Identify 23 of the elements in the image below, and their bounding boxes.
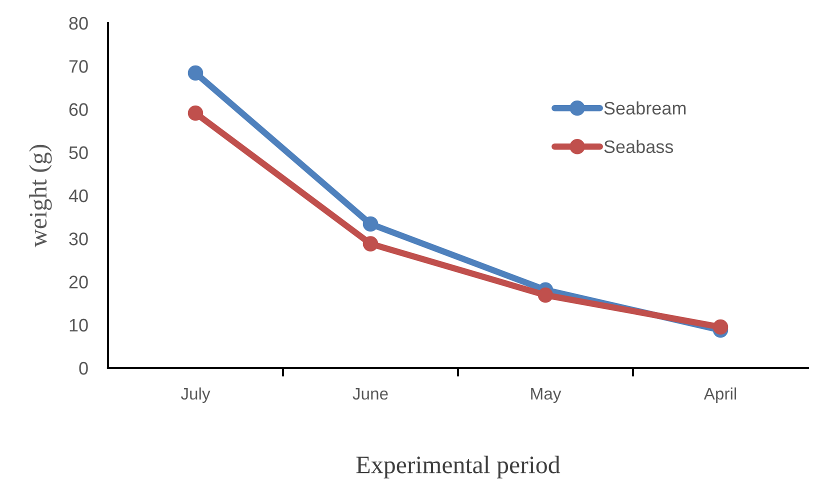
point [188, 65, 204, 81]
point [362, 236, 378, 252]
point [362, 216, 378, 232]
y-tick-label: 60 [69, 103, 88, 116]
x-tick-label: May [531, 388, 562, 403]
y-tick-label: 20 [69, 276, 88, 288]
point [712, 319, 728, 335]
x-tick-label: July [180, 387, 210, 403]
y-tick-label: 40 [68, 189, 88, 202]
y-tick-label: 50 [69, 146, 88, 160]
legend-label: Seabream [604, 101, 686, 115]
point [188, 105, 204, 121]
legend-label: Seabass [604, 140, 674, 154]
y-tick-label: 70 [69, 60, 88, 73]
y-tick-label: 30 [69, 232, 88, 246]
point [538, 287, 554, 303]
y-axis-title: weight (g) [29, 144, 52, 248]
x-tick-label: June [352, 388, 388, 400]
x-tick-label: April [704, 387, 736, 403]
y-tick-label: 80 [69, 16, 88, 30]
y-tick-label: 10 [70, 318, 88, 332]
x-axis-title: Experimental period [356, 456, 560, 478]
y-tick-label: 0 [79, 362, 88, 375]
